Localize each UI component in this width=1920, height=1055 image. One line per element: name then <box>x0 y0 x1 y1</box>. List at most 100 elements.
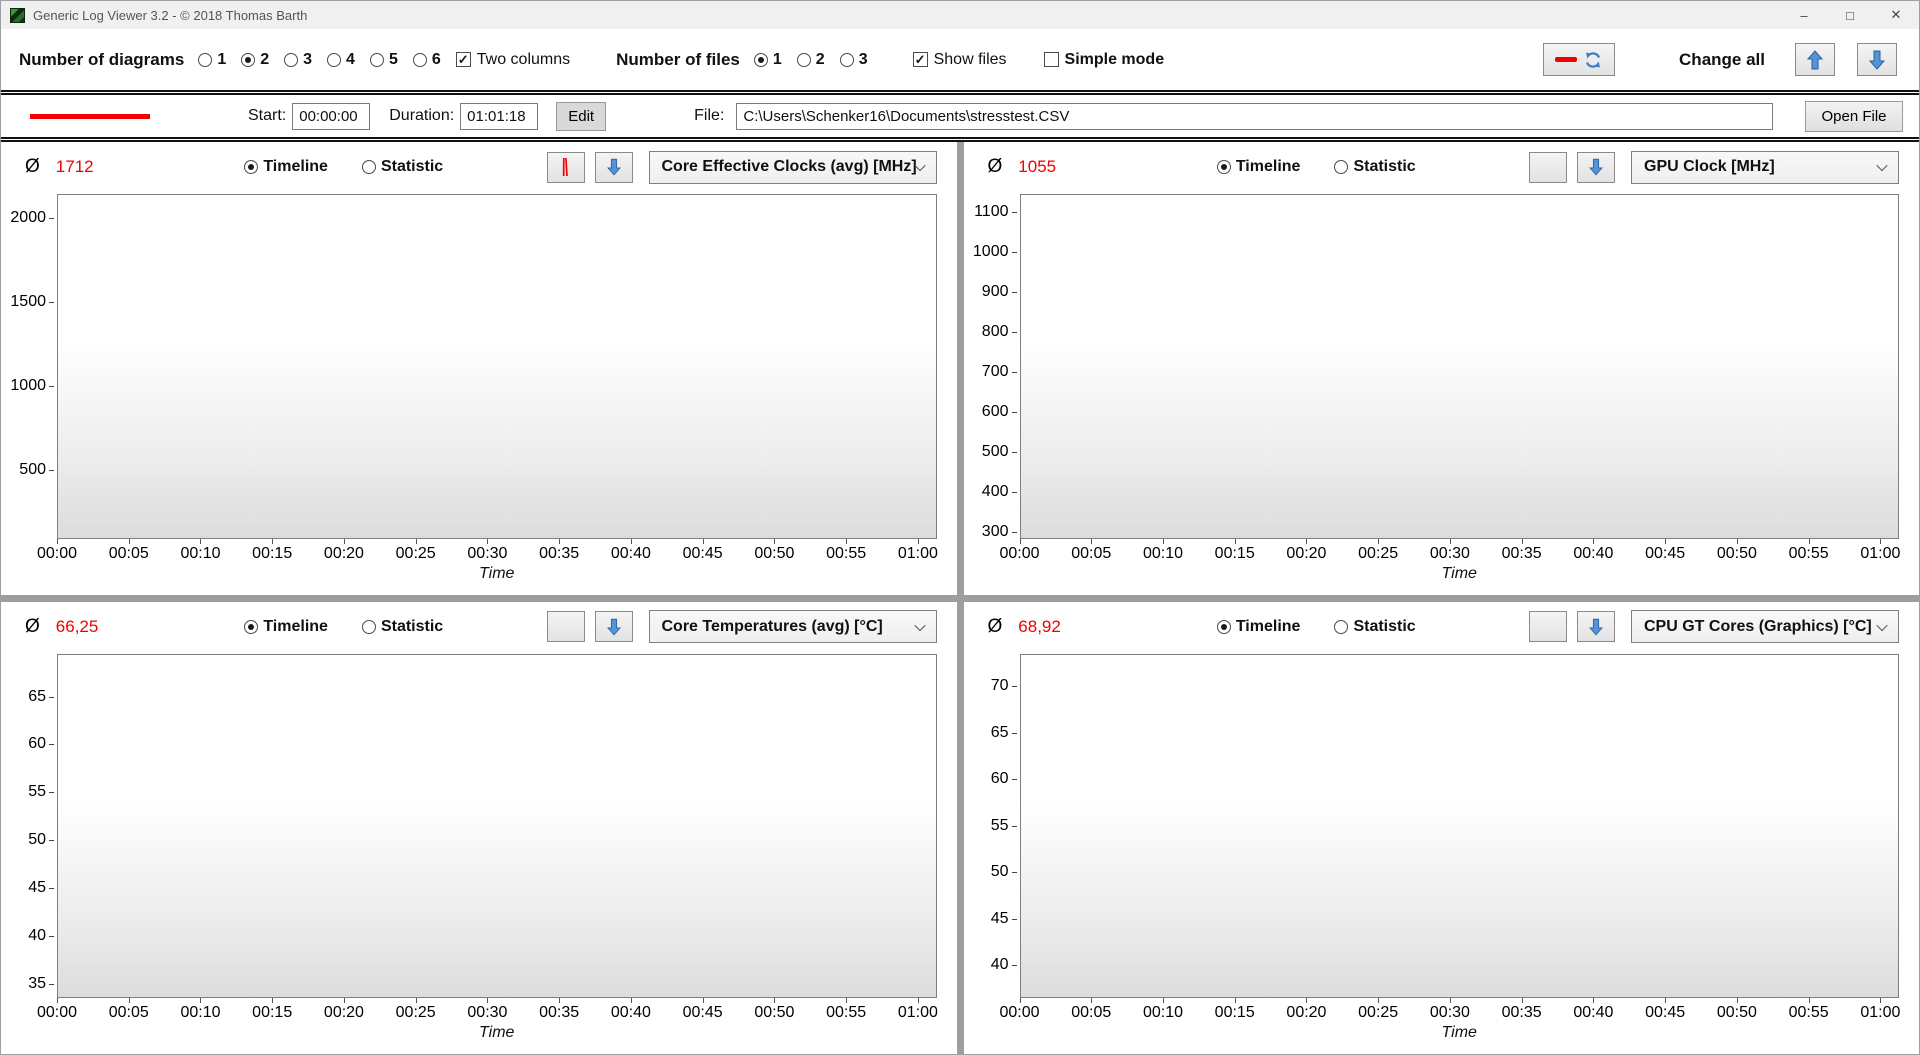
plot-area[interactable] <box>1019 194 1899 539</box>
move-down-button[interactable] <box>1577 151 1615 183</box>
x-tick-mark <box>1521 998 1523 1003</box>
plot-area[interactable] <box>57 194 937 539</box>
x-tick-label: 00:10 <box>1142 1004 1183 1021</box>
arrow-up-icon <box>1541 618 1555 636</box>
x-tick-mark <box>1306 998 1308 1003</box>
x-tick-mark <box>415 998 417 1003</box>
plot-area[interactable] <box>1019 653 1899 998</box>
move-up-button[interactable] <box>1529 151 1567 183</box>
refresh-icon <box>1585 51 1601 68</box>
line-chart <box>1021 655 1899 998</box>
x-tick-mark <box>1736 538 1738 544</box>
x-tick-label: 00:50 <box>1716 544 1757 562</box>
statistic-radio[interactable]: Statistic <box>1334 158 1416 176</box>
x-tick-mark <box>1091 538 1093 544</box>
start-label: Start: <box>248 107 287 124</box>
signal-select-dropdown[interactable]: CPU GT Cores (Graphics) [°C] <box>1631 610 1899 643</box>
x-tick-mark <box>1234 998 1236 1003</box>
two-columns-checkbox[interactable]: Two columns <box>455 51 570 69</box>
signal-select-dropdown[interactable]: Core Effective Clocks (avg) [MHz] <box>648 150 937 184</box>
toolbar-right-cluster: Change all <box>1543 43 1897 76</box>
x-axis-labels: 00:00 00:05 00:10 00:15 00:20 00:25 00:30 00:35… <box>999 998 1901 1024</box>
chevron-down-icon <box>913 619 926 631</box>
x-tick-label: 00:15 <box>1214 1004 1255 1021</box>
radio-option-label: 3 <box>303 50 313 68</box>
radio-option-label: 1 <box>217 50 227 68</box>
x-tick-label: 00:10 <box>180 544 221 562</box>
move-up-button[interactable] <box>546 611 585 642</box>
arrow-up-icon <box>1807 49 1823 69</box>
maximize-button[interactable]: □ <box>1846 7 1854 23</box>
timeline-radio[interactable]: Timeline <box>244 158 328 176</box>
x-tick-label: 00:45 <box>682 544 723 562</box>
plot-area[interactable] <box>57 653 937 998</box>
x-tick-label: 01:00 <box>1860 1004 1901 1021</box>
move-down-button[interactable] <box>594 611 633 642</box>
plot-row: 40 45 50 55 60 65 70 <box>964 653 1920 998</box>
change-all-label: Change all <box>1679 49 1765 69</box>
x-tick-mark <box>917 998 919 1003</box>
x-tick-mark <box>1019 538 1021 544</box>
signal-select-dropdown[interactable]: Core Temperatures (avg) [°C] <box>648 610 937 643</box>
duration-input[interactable] <box>460 102 539 130</box>
arrow-down-icon <box>1869 50 1885 70</box>
radio-icon <box>369 52 384 67</box>
x-axis-title: Time <box>479 564 515 582</box>
radio-selected-icon <box>244 160 259 174</box>
edit-button[interactable]: Edit <box>556 101 607 131</box>
average-value: 66,25 <box>55 616 99 636</box>
timeline-radio[interactable]: Timeline <box>244 618 328 636</box>
x-tick-label: 00:45 <box>1645 1004 1686 1021</box>
change-all-down-button[interactable] <box>1857 43 1897 76</box>
x-tick-mark <box>1665 538 1667 544</box>
x-tick-label: 00:55 <box>1788 544 1829 562</box>
radio-option-2[interactable]: 2 <box>241 51 269 69</box>
statistic-radio[interactable]: Statistic <box>1334 618 1416 636</box>
change-all-up-button[interactable] <box>1795 43 1835 76</box>
start-time-input[interactable] <box>292 102 371 130</box>
move-up-button[interactable] <box>1529 611 1567 642</box>
x-tick-label: 00:55 <box>826 544 867 562</box>
radio-option-4[interactable]: 4 <box>327 51 355 69</box>
x-tick-mark <box>415 538 417 544</box>
y-tick-label: 50 <box>990 863 1017 881</box>
simple-mode-checkbox[interactable]: Simple mode <box>1043 51 1164 69</box>
plot-row: 35 40 45 50 55 60 65 <box>1 653 957 998</box>
x-tick-mark <box>559 538 561 544</box>
y-tick-label: 900 <box>981 283 1017 301</box>
open-file-button[interactable]: Open File <box>1805 100 1903 132</box>
statistic-radio[interactable]: Statistic <box>361 158 443 176</box>
radio-option-6[interactable]: 6 <box>412 51 441 69</box>
statistic-radio[interactable]: Statistic <box>361 618 443 636</box>
radio-option-3[interactable]: 3 <box>284 51 312 69</box>
x-tick-label: 00:35 <box>539 544 580 562</box>
timeline-radio[interactable]: Timeline <box>1216 618 1300 636</box>
move-down-button[interactable] <box>1577 611 1615 642</box>
x-tick-label: 00:50 <box>754 1004 795 1021</box>
x-tick-label: 00:40 <box>1573 544 1614 562</box>
radio-icon <box>1334 619 1349 634</box>
close-button[interactable]: ✕ <box>1890 7 1902 22</box>
line-style-refresh-button[interactable] <box>1543 43 1616 76</box>
reorder-buttons <box>1529 611 1615 642</box>
x-tick-label: 00:30 <box>1429 1004 1470 1021</box>
radio-option-1[interactable]: 1 <box>753 51 782 69</box>
window-controls: – □ ✕ <box>1781 1 1919 29</box>
radio-option-3[interactable]: 3 <box>839 51 868 69</box>
radio-icon <box>198 52 213 67</box>
x-tick-mark <box>1880 538 1882 544</box>
radio-option-1[interactable]: 1 <box>198 51 226 69</box>
y-tick-label: 500 <box>19 460 54 478</box>
y-tick-label: 600 <box>981 403 1017 421</box>
move-up-button[interactable] <box>546 151 585 183</box>
file-path-input[interactable] <box>736 102 1773 130</box>
minimize-button[interactable]: – <box>1800 7 1808 23</box>
radio-option-5[interactable]: 5 <box>369 51 398 69</box>
timeline-radio[interactable]: Timeline <box>1216 158 1300 176</box>
show-files-checkbox[interactable]: Show files <box>912 51 1007 69</box>
move-down-button[interactable] <box>594 151 633 183</box>
x-tick-label: 00:00 <box>36 1004 78 1021</box>
signal-select-dropdown[interactable]: GPU Clock [MHz] <box>1631 150 1899 184</box>
y-tick-label: 300 <box>981 523 1017 541</box>
radio-option-2[interactable]: 2 <box>796 51 825 69</box>
